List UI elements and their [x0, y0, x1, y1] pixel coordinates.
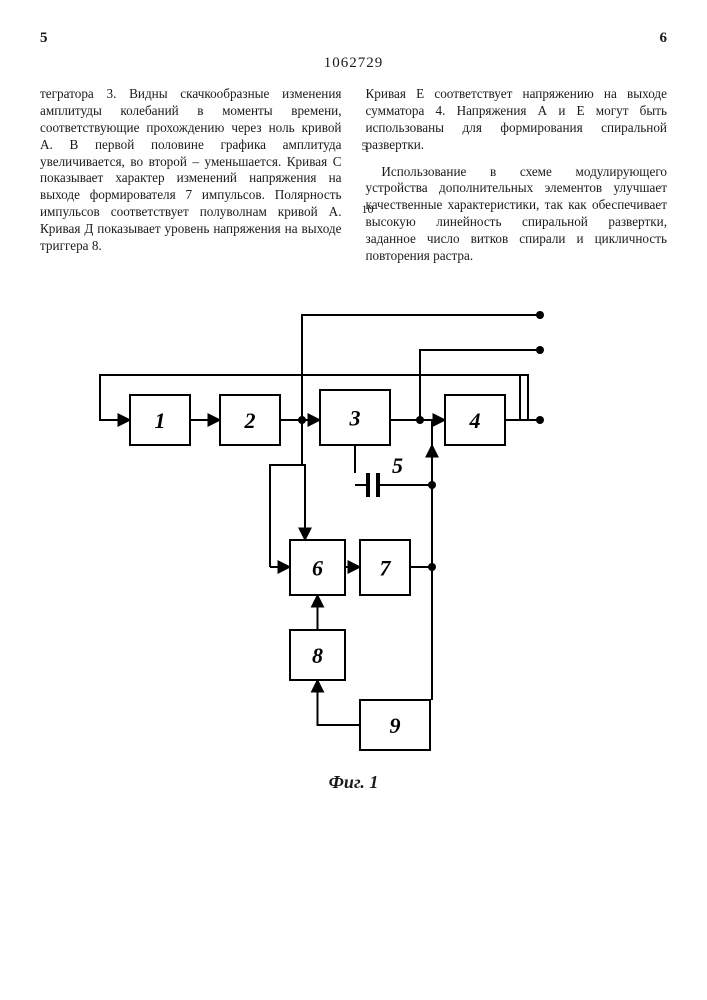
line-mark-10: 10 — [362, 202, 374, 217]
text-columns: тегратора 3. Видны скачкообразные измене… — [40, 86, 667, 265]
svg-text:6: 6 — [312, 555, 323, 580]
page-number-left: 5 — [40, 30, 48, 47]
svg-text:5: 5 — [392, 453, 403, 478]
page-number-right: 6 — [660, 30, 668, 47]
svg-text:2: 2 — [244, 408, 256, 433]
line-mark-5: 5 — [362, 139, 368, 154]
svg-text:8: 8 — [312, 643, 323, 668]
document-number: 1062729 — [40, 55, 667, 72]
left-column-text: тегратора 3. Видны скачкообразные измене… — [40, 86, 342, 255]
page: 5 6 1062729 тегратора 3. Видны скачкообр… — [0, 0, 707, 1000]
figure-caption: Фиг. 1 — [329, 772, 379, 793]
svg-text:7: 7 — [380, 555, 392, 580]
right-column-p2: Использование в схеме модулирующего устр… — [366, 164, 668, 265]
page-numbers-row: 5 6 — [40, 30, 667, 47]
svg-text:9: 9 — [390, 713, 401, 738]
left-column: тегратора 3. Видны скачкообразные измене… — [40, 86, 342, 265]
block-diagram-svg: 5 1 2 3 4 6 7 8 9 — [40, 295, 667, 785]
right-column-p1: Кривая Е соответствует напряжению на вых… — [366, 86, 668, 154]
right-column: 5 10 Кривая Е соответствует напряжению н… — [366, 86, 668, 265]
svg-text:1: 1 — [155, 408, 166, 433]
figure-1: 5 1 2 3 4 6 7 8 9 Фиг. 1 — [40, 295, 667, 815]
svg-text:4: 4 — [469, 408, 481, 433]
svg-text:3: 3 — [349, 405, 361, 430]
